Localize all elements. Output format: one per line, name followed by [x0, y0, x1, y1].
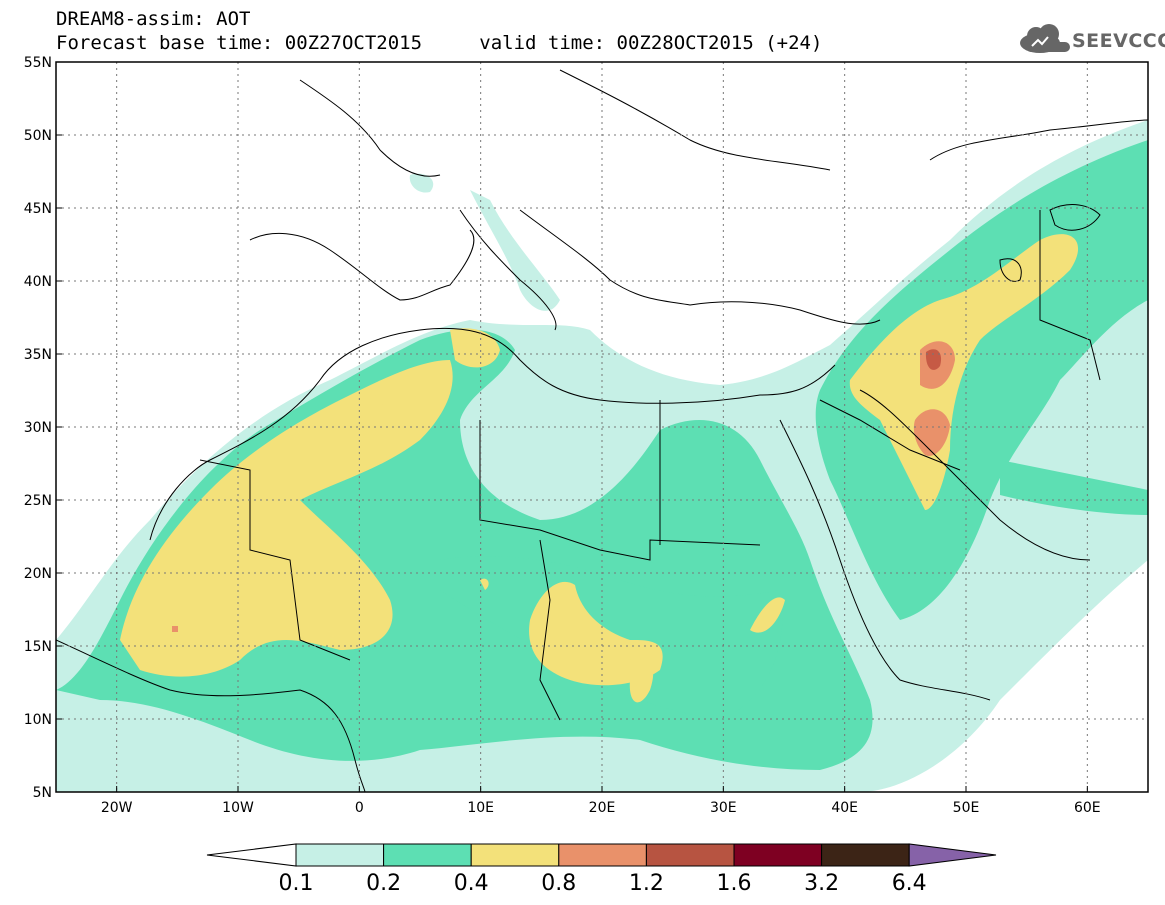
colorbar-box [645, 843, 735, 867]
colorbar-label: 1.2 [629, 871, 664, 896]
lon-label: 30E [710, 800, 737, 816]
map-title: DREAM8-assim: AOT [56, 8, 251, 30]
colorbar-arrow-high [908, 843, 997, 867]
seevccc-logo [1020, 24, 1070, 53]
lat-label: 25N [24, 493, 52, 509]
colorbar-box [558, 843, 647, 867]
colorbar-box [383, 843, 472, 867]
colorbar-box [470, 843, 560, 867]
lon-label: 40E [831, 800, 858, 816]
colorbar-arrow-low [206, 843, 297, 867]
lon-label: 10W [222, 800, 254, 816]
lat-label: 20N [24, 566, 52, 582]
colorbar-box [733, 843, 823, 867]
colorbar-box [821, 843, 910, 867]
lon-label: 50E [953, 800, 980, 816]
colorbar-label: 3.2 [804, 871, 839, 896]
graticule [56, 62, 1148, 792]
valid-time: valid time: 00Z28OCT2015 (+24) [479, 32, 823, 54]
lat-label: 30N [24, 420, 52, 436]
axis-ticks: 55N 50N 45N 40N 35N 30N 25N 20N 15N 10N 5N 20W 10W 0 1… [24, 55, 1101, 816]
colorbar-label: 0.2 [366, 871, 401, 896]
lat-label: 35N [24, 347, 52, 363]
colorbar-label: 0.4 [454, 871, 489, 896]
coastlines [56, 69, 1148, 792]
colorbar-label: 0.8 [541, 871, 576, 896]
aot-contour-1.2 [925, 349, 942, 370]
colorbar-label: 1.6 [717, 871, 752, 896]
lat-label: 45N [24, 201, 52, 217]
lat-label: 50N [24, 128, 52, 144]
lat-label: 40N [24, 274, 52, 290]
lon-label: 10E [467, 800, 494, 816]
colorbar-box [295, 843, 385, 867]
forecast-base-time: Forecast base time: 00Z27OCT2015 [56, 32, 423, 54]
lat-label: 15N [24, 639, 52, 655]
logo-text: SEEVCCC [1072, 30, 1165, 52]
map-subtitle: Forecast base time: 00Z27OCT2015 valid t… [56, 32, 822, 54]
lon-label: 60E [1074, 800, 1101, 816]
lat-label: 5N [33, 785, 52, 801]
lon-label: 20E [589, 800, 616, 816]
aot-contour-0.4 [120, 234, 1079, 703]
lon-label: 20W [101, 800, 133, 816]
lat-label: 55N [24, 55, 52, 71]
aot-field [56, 120, 1148, 792]
colorbar-label: 6.4 [892, 871, 927, 896]
lon-label: 0 [355, 800, 364, 816]
colorbar-label: 0.1 [279, 871, 314, 896]
lat-label: 10N [24, 712, 52, 728]
